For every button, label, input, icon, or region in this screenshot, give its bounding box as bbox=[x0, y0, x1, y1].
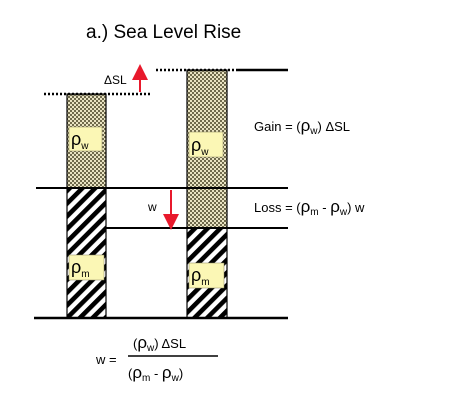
svg-text:ρm: ρm bbox=[191, 265, 210, 288]
w-formula-numerator: (ρw) ΔSL bbox=[133, 333, 186, 354]
left-rho-w-box: ρw bbox=[68, 126, 103, 152]
svg-text:ρw: ρw bbox=[191, 135, 209, 158]
rho-symbol: ρ bbox=[71, 257, 81, 277]
right-rho-w-box: ρw bbox=[188, 131, 224, 158]
svg-text:ρw: ρw bbox=[71, 129, 89, 152]
rho-symbol: ρ bbox=[191, 135, 201, 155]
rho-symbol: ρ bbox=[191, 265, 201, 285]
svg-text:ρm: ρm bbox=[71, 257, 90, 280]
right-rho-m-box: ρm bbox=[188, 262, 225, 289]
diagram-title: a.) Sea Level Rise bbox=[86, 22, 241, 43]
w-formula-lhs: w = bbox=[95, 352, 117, 367]
w-arrow-label: w bbox=[147, 200, 157, 214]
delta-sl-label: ΔSL bbox=[104, 73, 127, 87]
left-rho-m-box: ρm bbox=[68, 254, 105, 281]
w-formula-denominator: (ρm - ρw) bbox=[128, 363, 183, 384]
loss-equation: Loss = (ρm - ρw) w bbox=[254, 197, 365, 218]
gain-equation: Gain = (ρw) ΔSL bbox=[254, 116, 350, 137]
w-formula: w = (ρw) ΔSL (ρm - ρw) bbox=[95, 333, 218, 384]
rho-symbol: ρ bbox=[71, 129, 81, 149]
left-mantle-column bbox=[66, 187, 107, 319]
